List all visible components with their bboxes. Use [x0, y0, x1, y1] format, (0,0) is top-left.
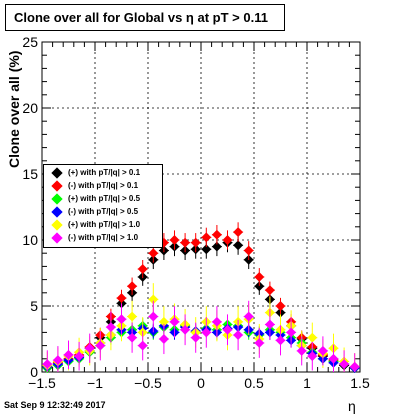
data-point — [254, 281, 265, 292]
x-tick-label: 0.5 — [244, 375, 264, 391]
data-point — [201, 244, 212, 255]
legend-label: (-) with pT/|q| > 0.1 — [68, 181, 139, 190]
data-point — [190, 332, 201, 343]
data-point — [275, 335, 286, 346]
data-point — [158, 334, 169, 344]
legend-entry: (-) with pT/|q| > 1.0 — [44, 232, 164, 245]
y-tick-label: 15 — [22, 166, 38, 182]
legend-marker — [51, 167, 63, 179]
data-point — [233, 330, 244, 340]
data-point — [211, 241, 222, 252]
footer-timestamp: Sat Sep 9 12:32:49 2017 — [4, 400, 106, 410]
x-axis-label: η — [348, 398, 356, 414]
data-point — [264, 319, 275, 330]
data-point — [233, 227, 244, 238]
x-tick-label: 1.5 — [350, 375, 370, 391]
y-tick-label: 5 — [30, 298, 38, 314]
x-tick-label: −1 — [87, 375, 103, 391]
legend: (+) with pT/|q| > 0.1 (-) with pT/|q| > … — [43, 164, 163, 248]
y-tick-label: 10 — [22, 232, 38, 248]
data-point — [286, 327, 297, 338]
legend-entry: (+) with pT/|q| > 1.0 — [44, 219, 164, 232]
data-point — [137, 264, 148, 274]
legend-entry: (+) with pT/|q| > 0.1 — [44, 167, 164, 180]
data-point — [127, 281, 138, 292]
data-point — [148, 294, 159, 305]
data-point — [211, 316, 222, 327]
y-axis-label: Clone over all (%) — [6, 50, 22, 168]
data-point — [190, 237, 201, 248]
data-point — [264, 285, 275, 296]
data-point — [201, 232, 212, 243]
data-point — [328, 353, 339, 364]
y-tick-label: 0 — [30, 364, 38, 380]
x-tick-label: −1.5 — [28, 375, 56, 391]
legend-marker — [51, 232, 63, 244]
x-tick-label: 0 — [197, 375, 205, 391]
grid-lines — [42, 42, 360, 372]
data-point — [307, 351, 318, 362]
data-point — [169, 316, 180, 327]
data-point — [254, 272, 265, 282]
series-layer — [42, 222, 360, 373]
data-point — [127, 311, 138, 322]
data-point — [349, 361, 360, 372]
x-tick-label: 1 — [303, 375, 311, 391]
data-point — [243, 311, 254, 322]
data-point — [317, 345, 328, 356]
data-point — [158, 316, 169, 327]
data-point — [201, 327, 212, 338]
y-tick-label: 20 — [22, 100, 38, 116]
x-tick-label: −0.5 — [134, 375, 162, 391]
data-point — [233, 240, 244, 251]
data-point — [148, 248, 159, 259]
data-point — [222, 324, 233, 335]
series-5 — [42, 300, 360, 372]
legend-marker — [51, 206, 63, 218]
legend-entry: (+) with pT/|q| > 0.5 — [44, 193, 164, 206]
legend-entry: (-) with pT/|q| > 0.5 — [44, 206, 164, 219]
legend-label: (-) with pT/|q| > 0.5 — [68, 207, 139, 216]
axis-ticks: −1.5 −1 −0.5 0 0.5 1 1.5 0 5 10 15 20 25 — [22, 34, 370, 391]
data-point — [211, 229, 222, 240]
data-point — [137, 340, 148, 351]
data-point — [307, 332, 318, 343]
legend-marker — [51, 180, 63, 192]
legend-label: (+) with pT/|q| > 0.5 — [68, 194, 141, 203]
legend-marker — [51, 193, 63, 205]
data-point — [180, 324, 191, 335]
data-point — [222, 235, 233, 245]
data-point — [254, 338, 265, 348]
legend-entry: (-) with pT/|q| > 0.1 — [44, 180, 164, 193]
legend-marker — [51, 219, 63, 231]
data-point — [243, 245, 254, 256]
chart-title: Clone over all for Global vs η at pT > 0… — [14, 10, 268, 25]
data-point — [275, 301, 286, 311]
data-point — [180, 237, 191, 248]
y-tick-label: 25 — [22, 34, 38, 50]
legend-label: (+) with pT/|q| > 1.0 — [68, 220, 141, 229]
chart-title-box: Clone over all for Global vs η at pT > 0… — [5, 4, 285, 31]
data-point — [296, 345, 307, 356]
data-point — [127, 332, 138, 343]
legend-label: (-) with pT/|q| > 1.0 — [68, 233, 139, 242]
data-point — [339, 359, 350, 370]
legend-label: (+) with pT/|q| > 0.1 — [68, 168, 141, 177]
data-point — [169, 235, 180, 245]
data-point — [148, 311, 159, 322]
